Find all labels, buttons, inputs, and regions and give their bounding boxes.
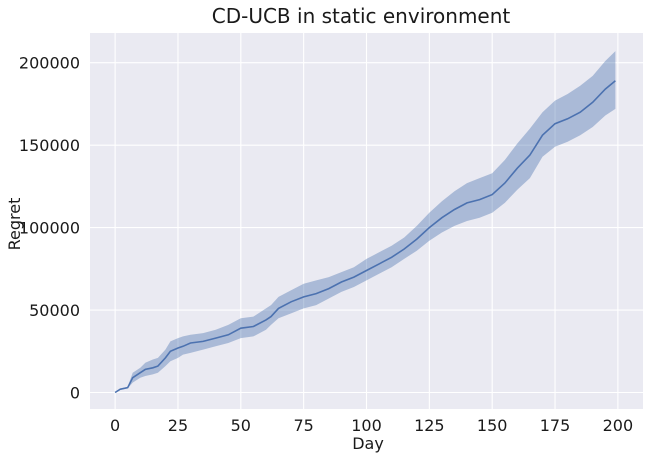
y-tick-label: 150000 xyxy=(19,136,80,155)
y-tick-label: 200000 xyxy=(19,54,80,73)
chart-title: CD-UCB in static environment xyxy=(212,4,511,28)
y-axis-label: Regret xyxy=(5,198,24,251)
x-tick-label: 0 xyxy=(110,416,120,435)
mean-regret-line xyxy=(114,80,616,394)
x-tick-label: 50 xyxy=(231,416,251,435)
y-tick-label: 50000 xyxy=(29,301,80,320)
x-tick-label: 175 xyxy=(540,416,571,435)
grid xyxy=(90,33,643,409)
x-tick-label: 125 xyxy=(414,416,445,435)
x-tick-label: 75 xyxy=(293,416,313,435)
x-tick-label: 25 xyxy=(168,416,188,435)
y-tick-labels: 0 50000 100000 150000 200000 xyxy=(19,54,80,403)
x-tick-label: 100 xyxy=(351,416,382,435)
x-tick-label: 200 xyxy=(603,416,634,435)
x-axis-label: Day xyxy=(352,434,384,453)
y-tick-label: 100000 xyxy=(19,219,80,238)
x-tick-labels: 0 25 50 75 100 125 150 175 200 xyxy=(110,416,633,435)
x-tick-label: 150 xyxy=(477,416,508,435)
y-tick-label: 0 xyxy=(70,384,80,403)
